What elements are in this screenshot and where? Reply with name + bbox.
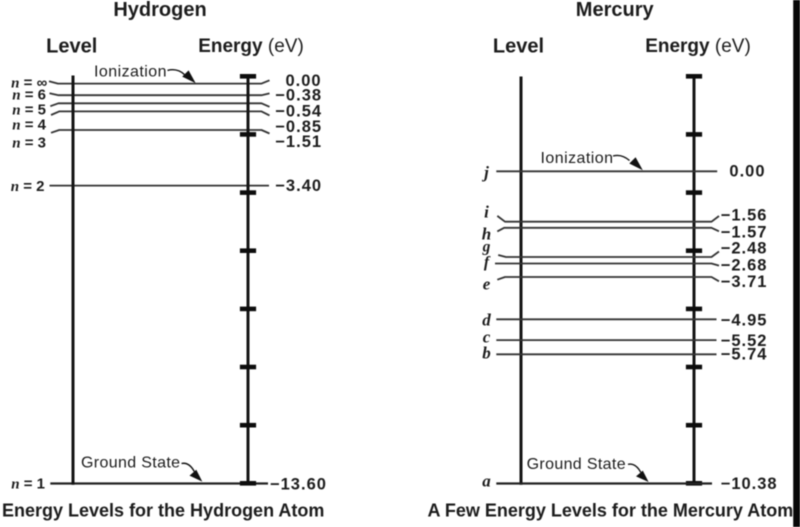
svg-text:Ionization: Ionization: [94, 63, 167, 80]
svg-text:Hydrogen: Hydrogen: [113, 0, 206, 21]
svg-text:0.00: 0.00: [729, 162, 765, 180]
svg-text:i: i: [484, 203, 489, 222]
svg-text:n = 5: n = 5: [12, 101, 46, 118]
svg-text:−0.85: −0.85: [275, 118, 322, 136]
svg-text:Energy Levels for the Hydrogen: Energy Levels for the Hydrogen Atom: [2, 501, 324, 521]
svg-text:Ground State: Ground State: [81, 455, 180, 472]
svg-text:0.00: 0.00: [286, 72, 322, 90]
svg-text:Energy (eV): Energy (eV): [198, 36, 304, 57]
svg-text:Energy (eV): Energy (eV): [645, 36, 751, 57]
svg-text:g: g: [482, 238, 491, 255]
svg-text:h: h: [482, 225, 491, 244]
svg-text:f: f: [484, 254, 491, 271]
svg-text:b: b: [482, 344, 491, 363]
svg-text:a: a: [482, 472, 491, 491]
svg-text:d: d: [482, 311, 491, 330]
svg-text:e: e: [483, 275, 491, 294]
svg-text:c: c: [483, 328, 491, 347]
svg-text:n = 2: n = 2: [11, 178, 45, 195]
svg-text:Ground State: Ground State: [527, 456, 626, 473]
svg-text:−4.95: −4.95: [721, 312, 768, 330]
svg-text:−13.60: −13.60: [270, 475, 327, 493]
svg-text:−3.40: −3.40: [275, 177, 322, 195]
svg-text:A Few Energy Levels for the Me: A Few Energy Levels for the Mercury Atom: [428, 501, 794, 521]
svg-text:−0.38: −0.38: [275, 87, 322, 105]
svg-text:−1.57: −1.57: [721, 223, 768, 241]
svg-text:−5.52: −5.52: [721, 332, 768, 350]
svg-text:n = 6: n = 6: [12, 86, 46, 103]
svg-text:Level: Level: [493, 36, 544, 58]
svg-text:−2.48: −2.48: [721, 240, 768, 258]
svg-text:Level: Level: [46, 36, 97, 58]
svg-text:n = ∞: n = ∞: [11, 75, 47, 92]
svg-text:−5.74: −5.74: [721, 346, 768, 364]
svg-text:−10.38: −10.38: [721, 475, 778, 493]
svg-text:n = 3: n = 3: [12, 134, 46, 151]
svg-text:j: j: [481, 163, 489, 182]
svg-text:n = 4: n = 4: [12, 116, 46, 133]
svg-text:−1.56: −1.56: [721, 206, 768, 224]
svg-text:−1.51: −1.51: [275, 133, 322, 151]
svg-text:Mercury: Mercury: [576, 0, 655, 21]
svg-text:Ionization: Ionization: [541, 150, 614, 167]
svg-text:n = 1: n = 1: [11, 476, 45, 493]
svg-text:−3.71: −3.71: [721, 273, 768, 291]
svg-text:−0.54: −0.54: [275, 102, 322, 120]
svg-text:−2.68: −2.68: [721, 257, 768, 275]
